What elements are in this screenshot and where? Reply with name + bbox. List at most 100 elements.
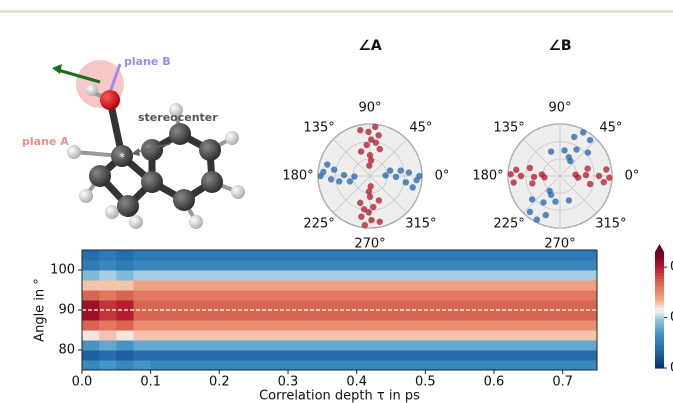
scatter-point [526, 208, 534, 216]
x-tick-label: 0.3 [278, 375, 299, 390]
angle-grid [522, 175, 561, 214]
scatter-point [409, 184, 416, 191]
colorbar-segment [655, 350, 664, 355]
heatmap-cell [150, 340, 220, 351]
scatter-point [368, 216, 375, 224]
colorbar-segment [655, 301, 664, 305]
heatmap-cell [356, 360, 598, 371]
molecule: * plane B plane A stereocenter [22, 55, 245, 229]
x-tick-label: 0.2 [209, 375, 230, 390]
heatmap-cell [116, 340, 134, 351]
heatmap-cell [99, 330, 117, 341]
scatter-point [542, 211, 549, 219]
heatmap-cell [82, 290, 100, 301]
heatmap-cell [99, 300, 117, 311]
scatter-point [510, 179, 517, 186]
label-arrow [135, 143, 171, 153]
x-tick-label: 0.0 [72, 375, 93, 390]
heatmap-cell [116, 330, 134, 341]
vector-arrow [57, 68, 101, 84]
heatmap-cell [219, 360, 358, 371]
scatter-point [533, 216, 541, 223]
colorbar-segment [655, 252, 664, 256]
heatmap-cell [82, 360, 100, 371]
heatmap-cell [219, 270, 358, 281]
x-tick-label: 0.5 [415, 375, 436, 390]
colorbar-segment [655, 327, 664, 331]
angle-label: 0° [625, 169, 640, 184]
colorbar-segment [655, 289, 664, 294]
scatter-point [548, 191, 555, 199]
angle-label: 90° [358, 101, 381, 116]
heatmap-cell [82, 300, 100, 311]
angle-grid [332, 138, 371, 177]
scatter-point [586, 136, 594, 144]
heatmap-cell [133, 340, 152, 351]
heatmap-cell [356, 330, 598, 341]
heatmap-cell [150, 350, 220, 361]
angle-grid [369, 138, 408, 177]
colorbar-segment [655, 286, 664, 291]
polar-title: ∠B [548, 38, 571, 54]
colorbar-segment [655, 254, 664, 259]
heatmap-cell [133, 300, 152, 311]
heatmap-cell [150, 360, 220, 371]
scatter-point [547, 148, 555, 155]
colorbar-extend [655, 244, 664, 252]
colorbar-segment [655, 315, 664, 320]
x-tick-label: 0.6 [484, 375, 505, 390]
scatter-point [346, 178, 354, 185]
scatter-point [595, 172, 603, 180]
heatmap-cell [116, 270, 134, 281]
heatmap-cell [82, 340, 100, 351]
angle-label: 270° [544, 237, 575, 252]
heatmap-cell [82, 310, 100, 321]
colorbar-tick-label: 0.0 [670, 361, 673, 376]
heatmap-cell [219, 320, 358, 331]
scatter-point [357, 199, 364, 207]
scatter-point [600, 178, 607, 186]
scatter-point [371, 123, 379, 131]
x-tick-label: 0.4 [346, 375, 367, 390]
scatter-point [357, 127, 364, 134]
arrow-head [52, 64, 62, 74]
atoms [67, 84, 245, 229]
heatmap-cell [219, 280, 358, 291]
heatmap-cell [150, 270, 220, 281]
heatmap-cell [82, 320, 100, 331]
angle-label: 225° [303, 217, 334, 232]
colorbar-segment [655, 344, 664, 349]
colorbar-tick-label: 0.1 [670, 310, 673, 325]
heatmap-cell [82, 260, 100, 271]
scatter-point [382, 172, 389, 179]
heatmap-cell [133, 250, 152, 261]
heatmap-cell [116, 260, 134, 271]
scatter-point [513, 166, 520, 174]
heatmap-cell [99, 350, 117, 361]
scatter-point [324, 161, 331, 168]
scatter-point [603, 166, 610, 173]
heatmap-cell [133, 310, 152, 321]
colorbar-segment [655, 310, 664, 314]
scatter-point [584, 165, 591, 172]
heatmap-cell [116, 300, 134, 311]
heatmap-cell [150, 280, 220, 291]
heatmap-cell [356, 260, 598, 271]
angle-grid [369, 175, 408, 214]
colorbar-segment [655, 362, 664, 366]
heatmap-cell [219, 350, 358, 361]
scatter-point [366, 152, 374, 159]
heatmap-cell [99, 260, 117, 271]
scatter-point [351, 173, 358, 180]
scatter-point [375, 197, 383, 204]
heatmap-cell [150, 300, 220, 311]
scatter-point [375, 132, 382, 139]
plane-b-label: plane B [124, 55, 171, 68]
scatter-point [529, 180, 536, 187]
angle-grid [522, 138, 561, 177]
colorbar-segment [655, 339, 664, 343]
heatmap-cell [133, 270, 152, 281]
colorbar-segment [655, 260, 664, 265]
stereo-star: * [119, 151, 125, 165]
angle-label: 135° [303, 120, 334, 135]
